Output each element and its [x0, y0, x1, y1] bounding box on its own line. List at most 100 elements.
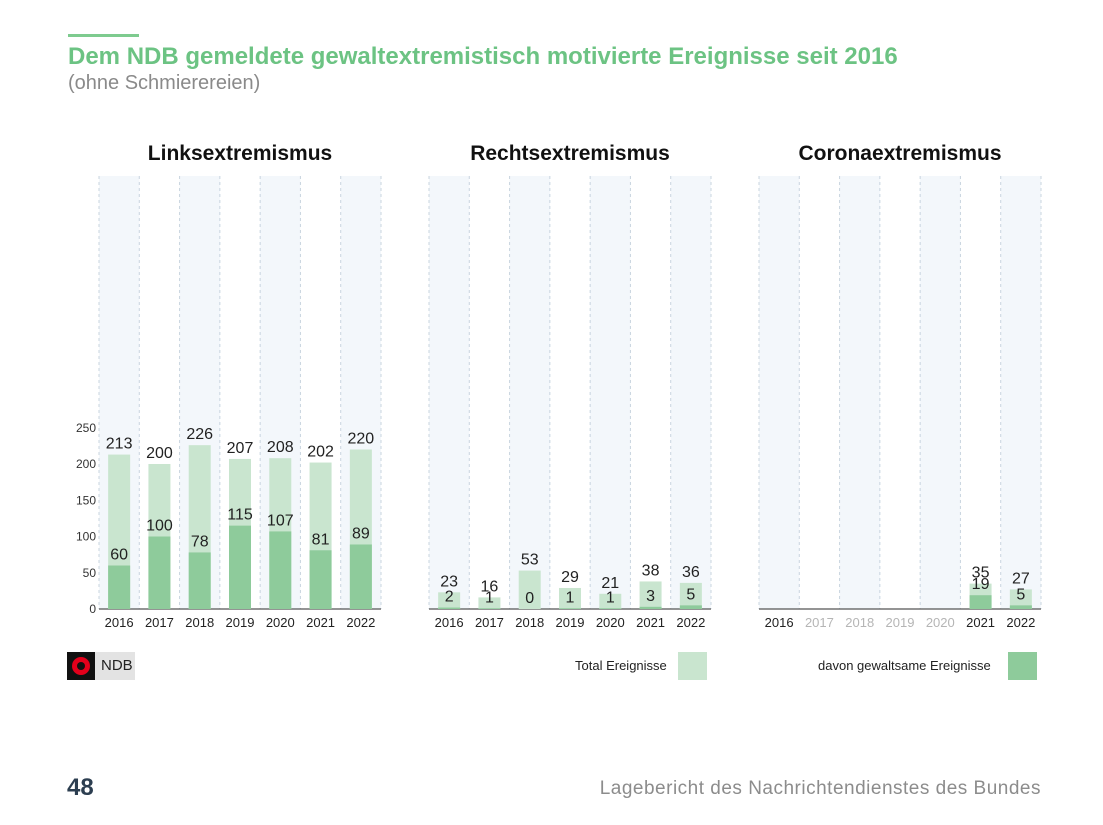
data-label-violent: 100: [146, 518, 173, 535]
legend-label-violent: davon gewaltsame Ereignisse: [818, 658, 991, 673]
bar-violent: [108, 565, 131, 609]
bar-total: [478, 597, 501, 609]
y-tick-label: 250: [76, 421, 96, 435]
x-tick-label: 2019: [886, 615, 915, 630]
x-tick-label: 2020: [596, 615, 625, 630]
data-label-violent: 2: [445, 589, 454, 606]
x-tick-label: 2017: [475, 615, 504, 630]
page-title: Dem NDB gemeldete gewaltextremistisch mo…: [68, 43, 898, 70]
panel-title: Coronaextremismus: [798, 142, 1001, 165]
title-accent-line: [68, 34, 139, 37]
bar-violent: [559, 608, 581, 609]
bar-violent: [639, 606, 662, 609]
data-label-violent: 78: [191, 533, 209, 550]
ndb-eye-icon: [67, 652, 95, 680]
data-label-total: 226: [186, 426, 213, 443]
data-label-total: 202: [307, 444, 334, 461]
x-tick-label: 2021: [966, 615, 995, 630]
data-label-violent: 5: [1016, 586, 1025, 603]
column-band: [590, 176, 631, 609]
footer-text: Lagebericht des Nachrichtendienstes des …: [599, 778, 1041, 799]
column-band: [670, 176, 711, 609]
y-tick-label: 150: [76, 493, 96, 507]
y-tick-label: 200: [76, 457, 96, 471]
panel-title: Rechtsextremismus: [470, 142, 670, 165]
x-tick-label: 2022: [346, 615, 375, 630]
data-label-violent: 81: [312, 531, 330, 548]
data-label-total: 36: [682, 564, 700, 581]
data-label-violent: 1: [485, 589, 494, 606]
legend-label-total: Total Ereignisse: [575, 658, 667, 673]
x-tick-label: 2021: [306, 615, 335, 630]
data-label-violent: 3: [646, 588, 655, 605]
data-label-total: 213: [106, 436, 133, 453]
y-tick-label: 50: [83, 566, 97, 580]
x-tick-label: 2017: [145, 615, 174, 630]
data-label-total: 35: [972, 565, 990, 582]
page-number: 48: [67, 774, 94, 801]
column-band: [759, 176, 800, 609]
data-label-total: 220: [348, 431, 375, 448]
bar-total: [639, 581, 662, 609]
data-label-total: 29: [561, 569, 579, 586]
data-label-violent: 5: [686, 586, 695, 603]
data-label-total: 200: [146, 445, 173, 462]
bar-violent: [269, 531, 292, 609]
x-tick-label: 2018: [185, 615, 214, 630]
legend-swatch-violent: [1008, 652, 1037, 680]
y-tick-label: 100: [76, 530, 96, 544]
data-label-total: 208: [267, 439, 294, 456]
x-tick-label: 2020: [266, 615, 295, 630]
x-tick-label: 2022: [1006, 615, 1035, 630]
data-label-total: 23: [440, 573, 458, 590]
legend-swatch-total: [678, 652, 707, 680]
column-band: [839, 176, 880, 609]
column-band: [1000, 176, 1041, 609]
data-label-violent: 60: [110, 547, 128, 564]
bar-total: [599, 593, 622, 609]
bar-violent: [349, 544, 372, 609]
bar-violent: [438, 607, 461, 609]
x-tick-label: 2021: [636, 615, 665, 630]
bar-violent: [309, 550, 332, 609]
x-tick-label: 2016: [105, 615, 134, 630]
page-subtitle: (ohne Schmierereien): [68, 72, 261, 94]
bar-total: [559, 587, 581, 609]
x-tick-label: 2020: [926, 615, 955, 630]
ndb-logo-text: NDB: [101, 657, 133, 674]
bar-violent: [188, 552, 211, 609]
bar-violent: [1009, 605, 1032, 609]
bar-total: [438, 592, 461, 609]
data-label-total: 27: [1012, 570, 1030, 587]
bar-total: [679, 582, 702, 609]
ndb-logo: NDB: [67, 652, 135, 680]
data-label-total: 21: [601, 575, 619, 592]
column-band: [509, 176, 550, 609]
x-tick-label: 2017: [805, 615, 834, 630]
x-tick-label: 2018: [845, 615, 874, 630]
panel-title: Linksextremismus: [148, 142, 332, 165]
bar-total: [518, 570, 541, 609]
column-band: [920, 176, 961, 609]
x-tick-label: 2022: [676, 615, 705, 630]
data-label-total: 207: [227, 440, 254, 457]
x-tick-label: 2016: [765, 615, 794, 630]
data-label-violent: 19: [972, 576, 990, 593]
bar-violent: [148, 536, 171, 609]
bar-violent: [969, 595, 992, 609]
data-label-violent: 1: [566, 589, 575, 606]
data-label-total: 53: [521, 552, 539, 569]
column-band: [429, 176, 470, 609]
x-tick-label: 2019: [226, 615, 255, 630]
data-label-violent: 0: [525, 590, 534, 607]
bar-violent: [478, 608, 501, 609]
data-label-violent: 89: [352, 525, 370, 542]
data-label-violent: 115: [227, 507, 253, 524]
x-tick-label: 2018: [515, 615, 544, 630]
bar-violent: [599, 608, 622, 609]
x-tick-label: 2016: [435, 615, 464, 630]
bar-violent: [679, 605, 702, 609]
bar-violent: [229, 525, 251, 609]
x-tick-label: 2019: [556, 615, 585, 630]
